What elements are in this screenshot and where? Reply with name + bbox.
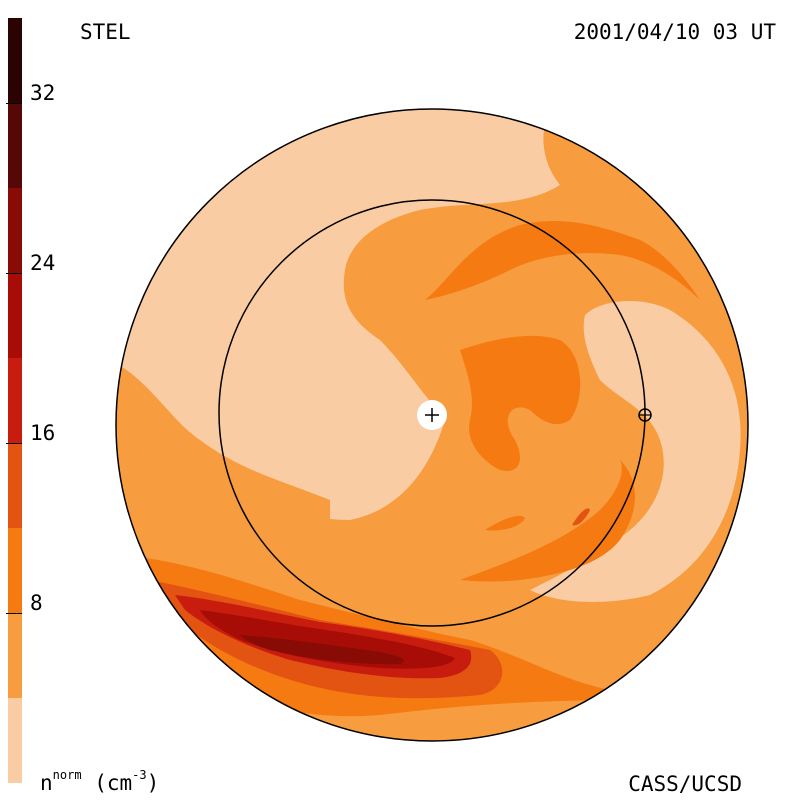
- colorbar: [8, 18, 22, 783]
- field-of-view-edge: [115, 108, 749, 742]
- colorbar-segment: [8, 188, 22, 273]
- colorbar-tick-label: 32: [30, 81, 56, 105]
- timestamp-label: 2001/04/10 03 UT: [573, 20, 776, 44]
- unit-label: nnorm (cm-3): [40, 768, 160, 795]
- colorbar-segment: [8, 103, 22, 188]
- density-contours: [116, 109, 748, 741]
- colorbar-tick-mark: [6, 273, 22, 274]
- contour-level-1-arc: [530, 300, 741, 602]
- observatory-label: STEL: [80, 20, 131, 44]
- contour-level-6: [200, 610, 455, 669]
- colorbar-tick-label: 16: [30, 421, 56, 445]
- colorbar-segment: [8, 358, 22, 443]
- contour-level-3-streamer: [425, 220, 700, 300]
- contour-level-7: [240, 635, 404, 665]
- contour-level-3-blob: [460, 335, 581, 471]
- colorbar-tick-mark: [6, 103, 22, 104]
- credit-label: CASS/UCSD: [628, 772, 742, 796]
- colorbar-segment: [8, 273, 22, 358]
- colorbar-tick-mark: [6, 613, 22, 614]
- colorbar-segment: [8, 613, 22, 698]
- colorbar-segment: [8, 18, 22, 103]
- colorbar-tick-mark: [6, 443, 22, 444]
- contour-level-3-arc: [460, 460, 635, 582]
- colorbar-tick-label: 8: [30, 591, 43, 615]
- contour-level-3-small: [485, 515, 525, 531]
- colorbar-segment: [8, 528, 22, 613]
- earth-icon: [638, 408, 652, 422]
- contour-level-4-small: [572, 508, 590, 526]
- contour-level-2-band: [116, 360, 330, 560]
- colorbar-tick-label: 24: [30, 251, 56, 275]
- colorbar-segment: [8, 443, 22, 528]
- sun-icon: [417, 400, 447, 430]
- colorbar-segment: [8, 698, 22, 783]
